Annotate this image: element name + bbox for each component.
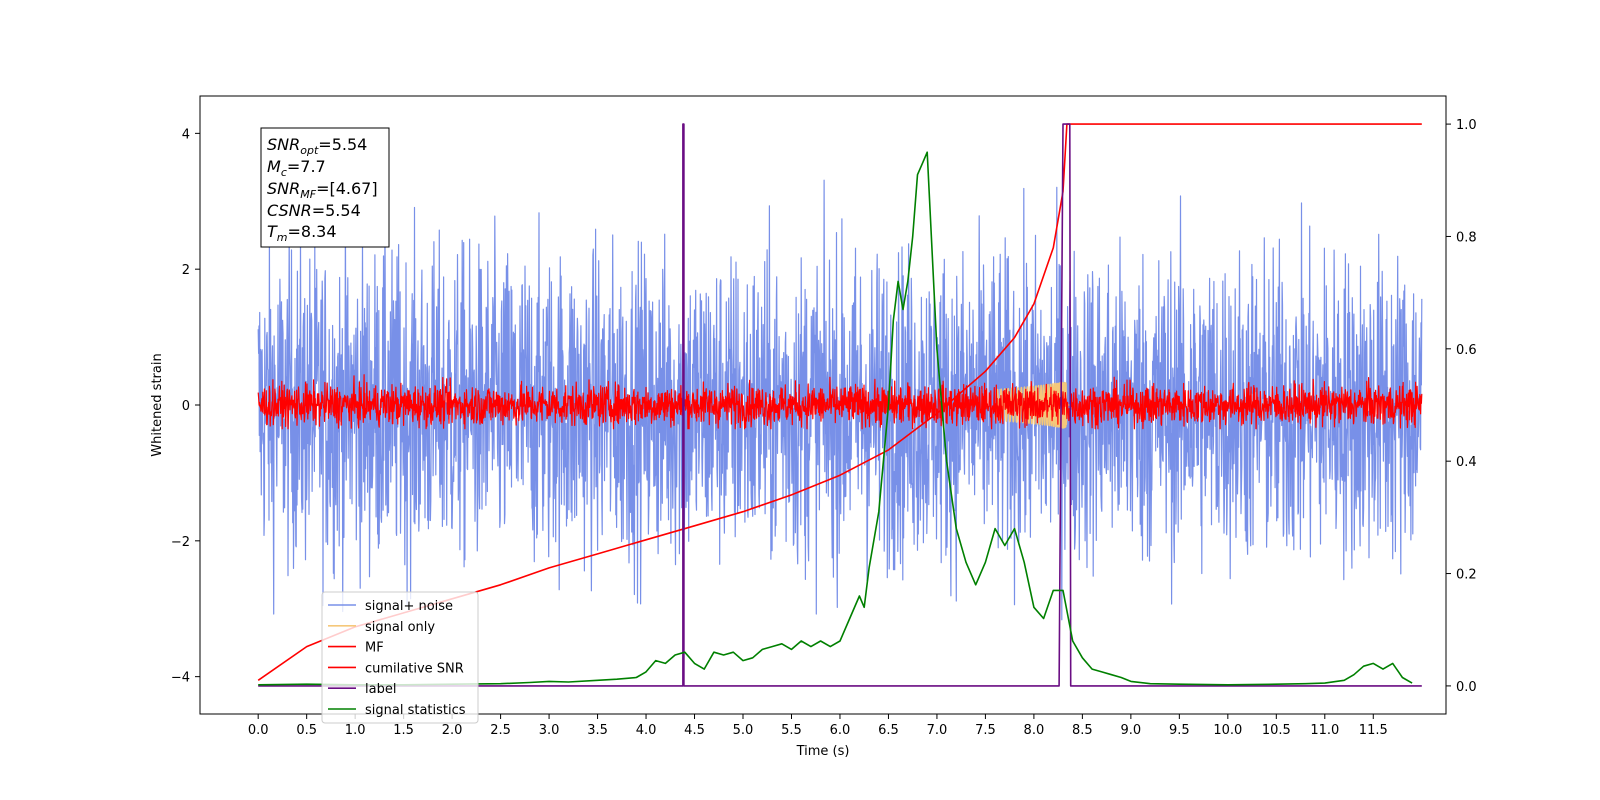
- x-tick-label: 7.0: [927, 723, 948, 738]
- x-tick-label: 4.5: [684, 723, 705, 738]
- annotation-mc: Mc=7.7: [267, 157, 326, 179]
- y-right-tick-label: 0.2: [1456, 568, 1477, 583]
- x-tick-label: 7.5: [975, 723, 996, 738]
- legend-label: signal+ noise: [365, 599, 453, 614]
- x-tick-label: 11.5: [1359, 723, 1388, 738]
- y-left-tick-label: 0: [182, 399, 190, 414]
- x-tick-label: 8.5: [1072, 723, 1093, 738]
- series-line-signal-noise: [257, 179, 1423, 621]
- series-line-label: [258, 123, 1422, 687]
- series-line-signal-statistics: [258, 151, 1413, 686]
- y-left-tick-label: −2: [171, 535, 190, 550]
- x-tick-label: 1.5: [393, 723, 414, 738]
- annotation-tm: Tm=8.34: [267, 222, 337, 244]
- x-axis-label: Time (s): [796, 744, 850, 759]
- x-tick-label: 9.0: [1121, 723, 1142, 738]
- y-left-tick-label: 2: [182, 263, 190, 278]
- annotation-snr-mf: SNRMF=[4.67]: [267, 179, 378, 201]
- x-tick-label: 1.0: [345, 723, 366, 738]
- y-left-tick-label: −4: [171, 671, 190, 686]
- legend-label: signal only: [365, 620, 435, 635]
- series-line-mf: [257, 374, 1423, 430]
- legend-label: signal statistics: [365, 703, 466, 718]
- y-left-tick-label: 4: [182, 127, 190, 142]
- annotation-csnr: CSNR=5.54: [267, 201, 361, 220]
- legend-label: label: [365, 682, 396, 697]
- legend-label: MF: [365, 641, 384, 656]
- y-right-tick-label: 1.0: [1456, 118, 1477, 133]
- y-right-tick-label: 0.8: [1456, 230, 1477, 245]
- x-tick-label: 0.5: [296, 723, 317, 738]
- y-right-tick-label: 0.6: [1456, 343, 1477, 358]
- annotation-snr-opt: SNRopt=5.54: [267, 135, 367, 157]
- legend-frame: [321, 591, 479, 724]
- y-right-tick-label: 0.0: [1456, 680, 1477, 695]
- y-right-tick-label: 0.4: [1456, 455, 1477, 470]
- x-tick-label: 5.0: [733, 723, 754, 738]
- x-tick-label: 3.0: [539, 723, 560, 738]
- x-tick-label: 2.5: [490, 723, 511, 738]
- y-axis-label: Whitened strain: [150, 353, 165, 456]
- ticks: 0.0 0.5 1.0 1.5 2.0 2.5 3.0 3.5 4.0 4.5 5.0 5.5 6.0 6…: [171, 118, 1477, 738]
- x-tick-label: 2.0: [442, 723, 463, 738]
- x-tick-label: 11.0: [1310, 723, 1339, 738]
- x-tick-label: 4.0: [636, 723, 657, 738]
- x-tick-label: 5.5: [781, 723, 802, 738]
- x-tick-label: 6.5: [878, 723, 899, 738]
- x-tick-label: 9.5: [1169, 723, 1190, 738]
- annotation-box: SNRopt=5.54 Mc=7.7 SNRMF=[4.67] CSNR=5.5…: [260, 127, 390, 248]
- x-tick-label: 10.5: [1262, 723, 1291, 738]
- x-tick-label: 8.0: [1024, 723, 1045, 738]
- x-tick-label: 6.0: [830, 723, 851, 738]
- x-tick-label: 0.0: [248, 723, 269, 738]
- x-tick-label: 10.0: [1213, 723, 1242, 738]
- x-tick-label: 3.5: [587, 723, 608, 738]
- legend-label: cumilative SNR: [365, 661, 464, 676]
- legend: signal+ noise signal only MF cumilative SNR…: [321, 591, 479, 724]
